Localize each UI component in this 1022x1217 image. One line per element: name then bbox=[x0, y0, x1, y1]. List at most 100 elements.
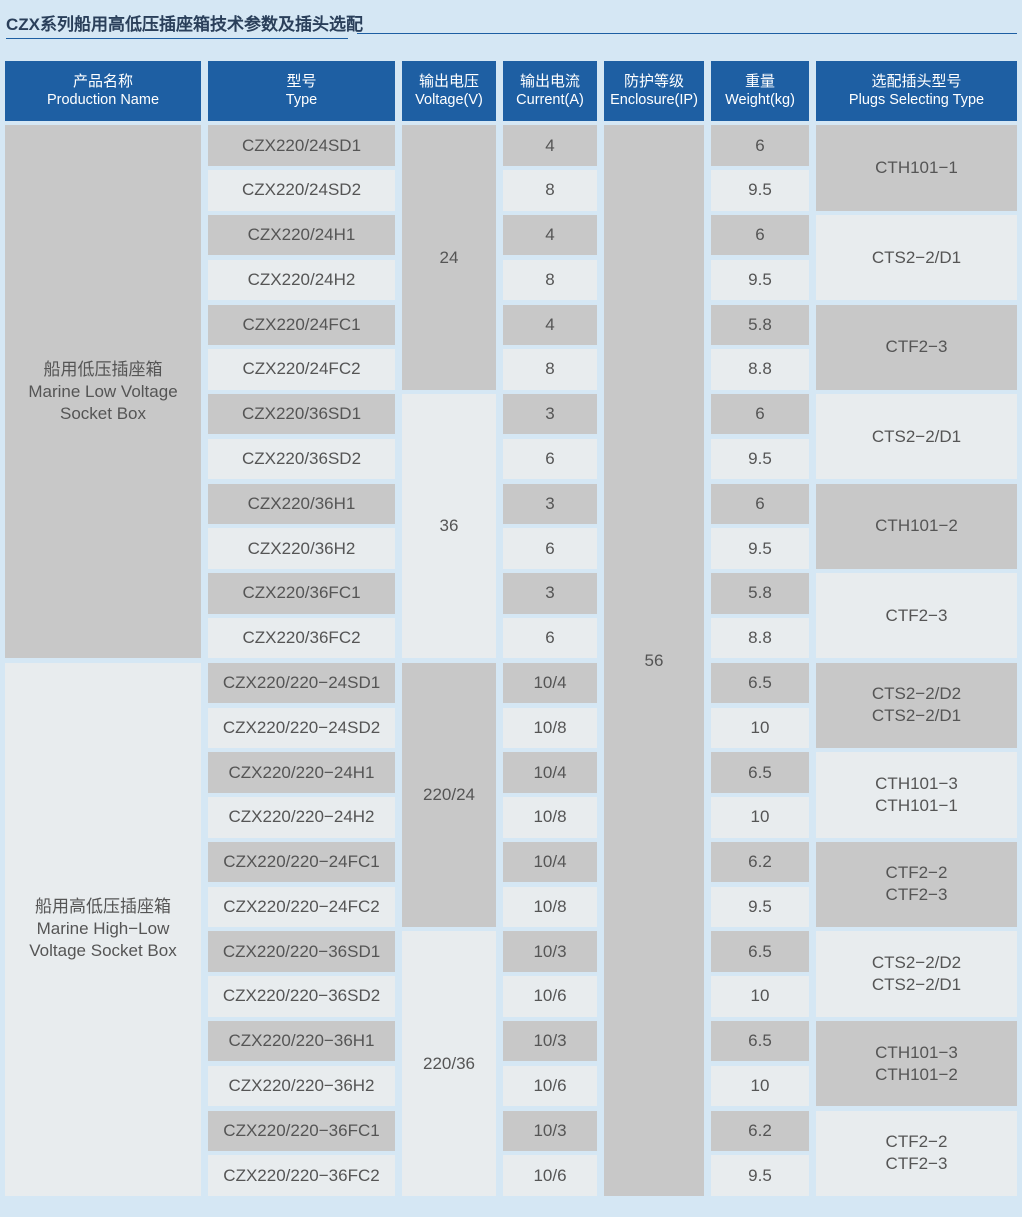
weight-cell-text: 8.8 bbox=[748, 359, 772, 379]
current-cell-text: 10/4 bbox=[533, 852, 567, 872]
weight-cell: 10 bbox=[711, 976, 809, 1017]
weight-cell-text: 6 bbox=[755, 404, 765, 424]
current-cell: 3 bbox=[503, 483, 597, 525]
weight-cell-text: 5.8 bbox=[748, 314, 772, 334]
header-enclosure: 防护等级 Enclosure(IP) bbox=[604, 61, 704, 121]
type-cell: CZX220/220−36H2 bbox=[208, 1065, 395, 1107]
header-plugs-text: Plugs Selecting Type bbox=[848, 92, 985, 108]
voltage-cell: 36 bbox=[402, 394, 496, 659]
weight-cell: 9.5 bbox=[711, 259, 809, 301]
current-cell: 10/4 bbox=[503, 662, 597, 704]
current-cell: 10/4 bbox=[503, 841, 597, 883]
current-cell-text: 4 bbox=[545, 225, 555, 245]
current-cell: 6 bbox=[503, 528, 597, 569]
type-cell: CZX220/24SD2 bbox=[208, 170, 395, 211]
current-cell: 6 bbox=[503, 438, 597, 480]
current-cell-text: 6 bbox=[545, 538, 555, 558]
plug-cell-text: CTS2−2/D1 bbox=[871, 706, 962, 726]
type-cell: CZX220/36SD1 bbox=[208, 394, 395, 435]
type-cell-text: CZX220/220−24FC1 bbox=[223, 852, 380, 872]
type-cell-text: CZX220/220−36H2 bbox=[228, 1075, 375, 1095]
header-current-text: 输出电流 bbox=[519, 73, 580, 90]
plug-cell-text: CTF2−3 bbox=[885, 1154, 948, 1174]
type-cell-text: CZX220/24FC2 bbox=[242, 359, 361, 379]
header-voltage: 输出电压 Voltage(V) bbox=[402, 61, 496, 121]
plug-cell-text: CTF2−2 bbox=[885, 863, 948, 883]
plug-cell-text: CTH101−3 bbox=[875, 773, 958, 793]
current-cell-text: 3 bbox=[545, 404, 555, 424]
weight-cell-text: 10 bbox=[750, 986, 770, 1006]
header-type: 型号 Type bbox=[208, 61, 395, 121]
type-cell: CZX220/24H2 bbox=[208, 259, 395, 301]
type-cell-text: CZX220/36H2 bbox=[247, 538, 356, 558]
type-cell: CZX220/220−36H1 bbox=[208, 1021, 395, 1062]
product-name-cell: 船用低压插座箱 Marine Low Voltage Socket Box bbox=[5, 125, 201, 659]
current-cell-text: 8 bbox=[545, 359, 555, 379]
weight-cell-text: 10 bbox=[750, 807, 770, 827]
plug-cell-text: CTS2−2/D1 bbox=[871, 426, 962, 446]
type-cell: CZX220/220−36FC2 bbox=[208, 1155, 395, 1196]
current-cell: 10/6 bbox=[503, 1155, 597, 1196]
current-cell-text: 10/4 bbox=[533, 762, 567, 782]
type-cell-text: CZX220/24H1 bbox=[247, 225, 356, 245]
type-cell: CZX220/220−24FC1 bbox=[208, 841, 395, 883]
plug-cell: CTS2−2/D1 bbox=[816, 394, 1017, 480]
header-current-text: Current(A) bbox=[516, 92, 584, 108]
current-cell-text: 10/8 bbox=[533, 807, 567, 827]
type-cell: CZX220/24SD1 bbox=[208, 125, 395, 166]
current-cell-text: 10/3 bbox=[533, 941, 567, 961]
current-cell: 4 bbox=[503, 125, 597, 166]
weight-cell: 6 bbox=[711, 125, 809, 166]
plug-cell-text: CTF2−3 bbox=[885, 605, 948, 625]
header-weight: 重量 Weight(kg) bbox=[711, 61, 809, 121]
type-cell-text: CZX220/36SD1 bbox=[241, 404, 362, 424]
current-cell: 3 bbox=[503, 394, 597, 435]
current-cell-text: 10/8 bbox=[533, 717, 567, 737]
weight-cell-text: 10 bbox=[750, 1075, 770, 1095]
current-cell-text: 6 bbox=[545, 628, 555, 648]
header-weight-text: 重量 bbox=[744, 73, 775, 90]
plug-cell-text: CTS2−2/D1 bbox=[871, 247, 962, 267]
current-cell: 10/6 bbox=[503, 1065, 597, 1107]
weight-cell: 5.8 bbox=[711, 304, 809, 345]
type-cell: CZX220/220−36SD1 bbox=[208, 931, 395, 972]
plug-cell: CTF2−3 bbox=[816, 304, 1017, 390]
type-cell: CZX220/36SD2 bbox=[208, 438, 395, 480]
header-plugs: 选配插头型号 Plugs Selecting Type bbox=[816, 61, 1017, 121]
current-cell-text: 3 bbox=[545, 583, 555, 603]
current-cell: 10/8 bbox=[503, 707, 597, 748]
weight-cell: 9.5 bbox=[711, 528, 809, 569]
weight-cell: 6.2 bbox=[711, 1110, 809, 1151]
weight-cell-text: 9.5 bbox=[748, 269, 772, 289]
weight-cell-text: 9.5 bbox=[748, 449, 772, 469]
current-cell-text: 4 bbox=[545, 314, 555, 334]
type-cell-text: CZX220/220−36FC2 bbox=[223, 1165, 380, 1185]
weight-cell: 9.5 bbox=[711, 886, 809, 928]
current-cell: 10/4 bbox=[503, 752, 597, 793]
weight-cell-text: 9.5 bbox=[748, 1165, 772, 1185]
weight-cell-text: 6 bbox=[755, 135, 765, 155]
weight-cell: 9.5 bbox=[711, 170, 809, 211]
current-cell-text: 3 bbox=[545, 493, 555, 513]
plug-cell: CTS2−2/D2 CTS2−2/D1 bbox=[816, 662, 1017, 748]
type-cell-text: CZX220/24H2 bbox=[247, 269, 356, 289]
header-type-text: 型号 bbox=[286, 73, 317, 90]
current-cell: 8 bbox=[503, 259, 597, 301]
current-cell: 10/8 bbox=[503, 886, 597, 928]
plug-cell: CTF2−2 CTF2−3 bbox=[816, 1110, 1017, 1196]
type-cell-text: CZX220/220−36H1 bbox=[228, 1031, 375, 1051]
weight-cell: 6.5 bbox=[711, 1021, 809, 1062]
weight-cell-text: 6.2 bbox=[748, 1120, 772, 1140]
type-cell-text: CZX220/36H1 bbox=[247, 493, 356, 513]
current-cell-text: 10/4 bbox=[533, 672, 567, 692]
weight-cell-text: 6.5 bbox=[748, 941, 772, 961]
product-name-cell-text: Marine Low Voltage bbox=[28, 381, 178, 401]
voltage-cell: 220/24 bbox=[402, 662, 496, 928]
plug-cell-text: CTH101−2 bbox=[875, 1064, 958, 1084]
plug-cell: CTH101−3 CTH101−2 bbox=[816, 1021, 1017, 1107]
plug-cell-text: CTS2−2/D2 bbox=[871, 953, 962, 973]
enclosure-cell: 56 bbox=[604, 125, 704, 1196]
header-product-name-text: 产品名称 bbox=[72, 73, 133, 90]
weight-cell: 10 bbox=[711, 797, 809, 838]
current-cell: 10/3 bbox=[503, 931, 597, 972]
